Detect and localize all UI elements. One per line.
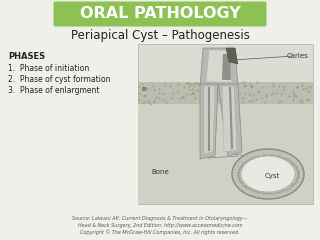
Polygon shape [200, 48, 238, 86]
Text: Caries: Caries [286, 53, 308, 59]
Text: 1.  Phase of initiation: 1. Phase of initiation [8, 64, 89, 73]
Bar [138, 104, 313, 204]
Polygon shape [204, 86, 215, 154]
Ellipse shape [241, 156, 295, 192]
Polygon shape [222, 54, 231, 80]
Text: 3.  Phase of enlargment: 3. Phase of enlargment [8, 86, 100, 95]
Polygon shape [222, 86, 237, 152]
Ellipse shape [232, 149, 304, 199]
Bar [138, 44, 313, 204]
Text: 2.  Phase of cyst formation: 2. Phase of cyst formation [8, 75, 110, 84]
Bar [138, 82, 313, 104]
Text: B: B [141, 87, 145, 92]
Text: Cyst: Cyst [264, 173, 280, 179]
Text: PHASES: PHASES [8, 52, 45, 61]
FancyBboxPatch shape [53, 1, 267, 26]
Polygon shape [206, 50, 232, 82]
Polygon shape [218, 84, 242, 156]
Text: Bone: Bone [151, 169, 169, 175]
Text: ORAL PATHOLOGY: ORAL PATHOLOGY [80, 6, 240, 22]
Text: Source: Lalwani AK: Current Diagnosis & Treatment in Otolaryngology—
Head & Neck: Source: Lalwani AK: Current Diagnosis & … [72, 216, 248, 235]
Polygon shape [226, 48, 238, 64]
Polygon shape [200, 84, 218, 159]
Text: Periapical Cyst – Pathogenesis: Periapical Cyst – Pathogenesis [71, 30, 249, 42]
